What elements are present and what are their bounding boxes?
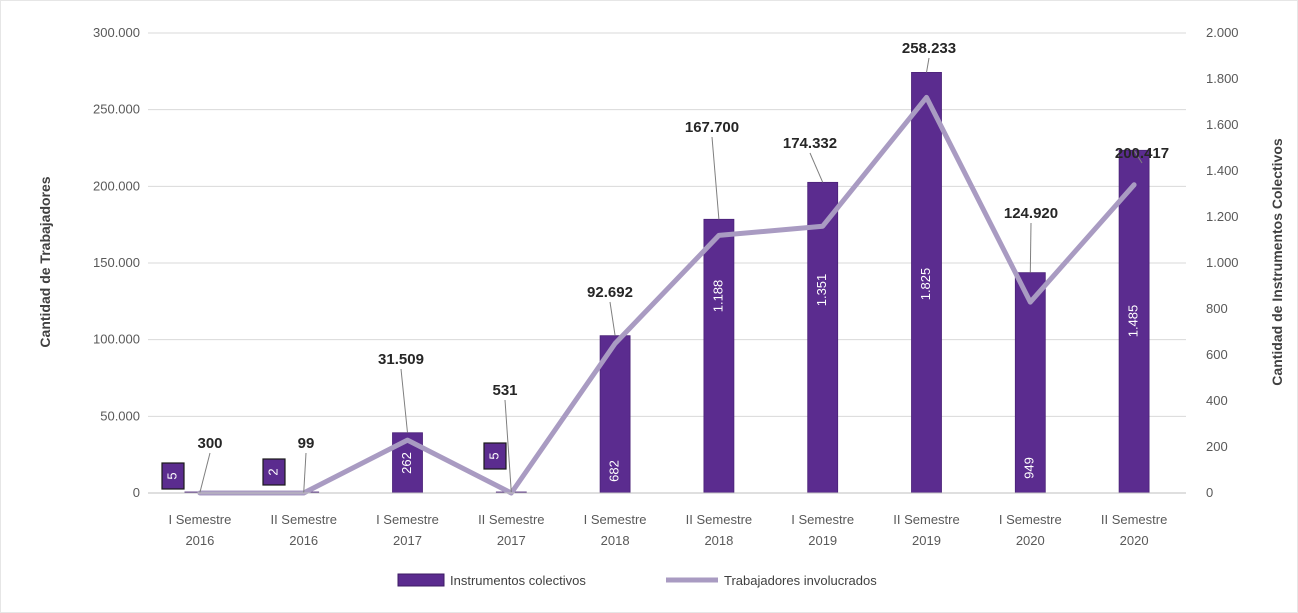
bar-value-label: 531 xyxy=(492,382,517,399)
label-leader-line xyxy=(926,57,930,73)
y-right-tick-label: 1.400 xyxy=(1206,163,1239,178)
y-right-tick-label: 200 xyxy=(1206,439,1228,454)
y-left-tick-label: 250.000 xyxy=(93,102,140,117)
line-value-label: 1.351 xyxy=(814,274,829,307)
label-leader-line xyxy=(1133,150,1143,164)
y-axis-left-title: Cantidad de Trabajadores xyxy=(37,176,53,347)
x-tick-label: II Semestre xyxy=(1101,512,1167,527)
line-value-box xyxy=(262,458,286,486)
line-value-label: 1.825 xyxy=(918,268,933,301)
label-leader-line xyxy=(199,452,211,493)
y-left-tick-label: 200.000 xyxy=(93,178,140,193)
line-value-label: 949 xyxy=(1022,457,1037,479)
label-leader-line xyxy=(303,452,307,493)
bar xyxy=(1118,149,1150,494)
x-tick-label: II Semestre xyxy=(893,512,959,527)
y-right-tick-label: 2.000 xyxy=(1206,25,1239,40)
line-series xyxy=(197,94,1137,496)
y-right-tick-label: 600 xyxy=(1206,347,1228,362)
x-tick-label-year: 2016 xyxy=(185,533,214,548)
line-value-label: 1.188 xyxy=(710,280,725,313)
y-right-tick-label: 1.600 xyxy=(1206,117,1239,132)
x-tick-label: I Semestre xyxy=(168,512,231,527)
label-leader-line xyxy=(809,152,824,183)
line-value-label: 682 xyxy=(607,460,622,482)
line-value-label: 2 xyxy=(265,468,280,475)
label-leader-line xyxy=(609,301,616,336)
x-tick-label-year: 2017 xyxy=(497,533,526,548)
line-value-label: 262 xyxy=(399,452,414,474)
y-right-tick-label: 0 xyxy=(1206,485,1213,500)
y-left-tick-label: 300.000 xyxy=(93,25,140,40)
label-leader-line xyxy=(400,368,408,433)
bar-value-label: 167.700 xyxy=(685,119,739,136)
x-tick-label: I Semestre xyxy=(999,512,1062,527)
bar-value-label: 300 xyxy=(197,435,222,452)
y-right-tick-label: 800 xyxy=(1206,301,1228,316)
x-tick-label: I Semestre xyxy=(791,512,854,527)
x-tick-label-year: 2020 xyxy=(1120,533,1149,548)
x-tick-label: II Semestre xyxy=(478,512,544,527)
bar-value-label: 92.692 xyxy=(587,284,633,301)
x-tick-label-year: 2020 xyxy=(1016,533,1045,548)
line-value-label: 5 xyxy=(164,472,179,479)
bar xyxy=(703,218,735,494)
y-axis-right-title: Cantidad de Instrumentos Colectivos xyxy=(1269,138,1285,386)
y-left-tick-label: 0 xyxy=(133,485,140,500)
bar-value-label: 258.233 xyxy=(902,40,956,57)
x-tick-label-year: 2019 xyxy=(808,533,837,548)
x-tick-label-year: 2016 xyxy=(289,533,318,548)
x-tick-label-year: 2018 xyxy=(704,533,733,548)
legend-label-trabajadores: Trabajadores involucrados xyxy=(724,573,877,588)
y-right-tick-label: 1.000 xyxy=(1206,255,1239,270)
x-tick-label: I Semestre xyxy=(584,512,647,527)
x-tick-label: I Semestre xyxy=(376,512,439,527)
line-value-box xyxy=(483,442,507,470)
bar-value-label: 174.332 xyxy=(783,135,837,152)
x-tick-label: II Semestre xyxy=(686,512,752,527)
legend-bar-swatch xyxy=(397,573,445,587)
x-tick-label: II Semestre xyxy=(270,512,336,527)
line-trabajadores xyxy=(197,94,1137,496)
y-right-tick-label: 1.800 xyxy=(1206,71,1239,86)
line-value-label: 5 xyxy=(486,452,501,459)
label-leader-line xyxy=(1029,222,1032,273)
line-value-box xyxy=(161,462,185,490)
y-left-tick-label: 150.000 xyxy=(93,255,140,270)
axes: 0 50.000 100.000 150.000 200.000 250.000 300.0… xyxy=(93,25,1239,548)
x-tick-label-year: 2017 xyxy=(393,533,422,548)
bar-value-label: 200.417 xyxy=(1115,145,1169,162)
bar-value-label: 31.509 xyxy=(378,351,424,368)
y-left-tick-label: 50.000 xyxy=(100,408,140,423)
legend: Instrumentos colectivos Trabajadores inv… xyxy=(397,573,877,588)
data-labels: 300 99 31.509 531 92.692 167.700 174.332 258.23… xyxy=(161,40,1169,493)
legend-label-instrumentos: Instrumentos colectivos xyxy=(450,573,586,588)
bar xyxy=(1014,272,1046,494)
line-value-label: 1.485 xyxy=(1126,305,1141,338)
label-leader-line xyxy=(711,136,720,220)
label-leader-line xyxy=(504,399,512,493)
bar-value-label: 124.920 xyxy=(1004,205,1058,222)
y-left-tick-label: 100.000 xyxy=(93,332,140,347)
x-tick-label-year: 2018 xyxy=(601,533,630,548)
bar-value-label: 99 xyxy=(298,435,315,452)
bars xyxy=(184,72,1150,494)
x-tick-label-year: 2019 xyxy=(912,533,941,548)
y-right-tick-label: 400 xyxy=(1206,393,1228,408)
y-right-tick-label: 1.200 xyxy=(1206,209,1239,224)
